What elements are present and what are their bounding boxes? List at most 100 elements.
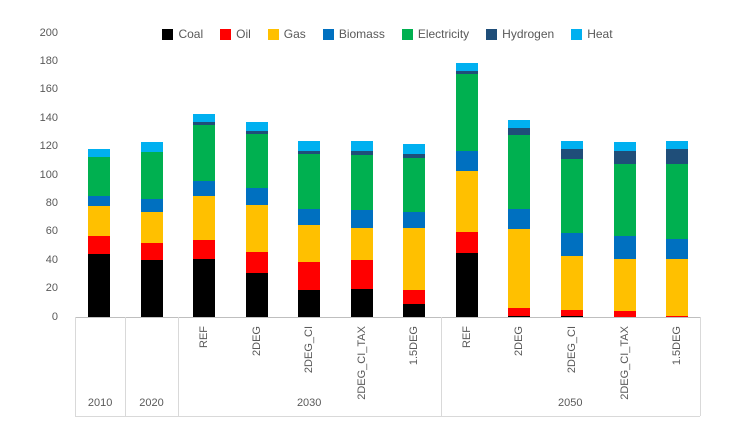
bar-segment-heat — [245, 122, 268, 131]
bar-segment-oil — [298, 261, 321, 290]
bar-2050-2deg_ci_tax — [613, 142, 636, 317]
bar-segment-biomass — [298, 209, 321, 225]
x-year-label-2050: 2050 — [558, 397, 583, 409]
y-tick-label: 0 — [51, 310, 58, 323]
bar-segment-electricity — [560, 159, 583, 234]
bar-segment-electricity — [298, 153, 321, 210]
bar-segment-biomass — [560, 233, 583, 256]
bar-segment-heat — [140, 142, 163, 153]
category-divider-line — [75, 317, 76, 416]
bar-segment-biomass — [88, 196, 110, 207]
bar-segment-heat — [350, 140, 373, 151]
bar-segment-coal — [455, 253, 478, 317]
x-year-label-2020: 2020 — [139, 397, 164, 409]
bar-segment-biomass — [508, 209, 531, 229]
bar-segment-hydrogen — [560, 149, 583, 160]
bar-segment-biomass — [403, 211, 426, 228]
bar-segment-gas — [666, 258, 689, 316]
bar-segment-coal — [403, 304, 426, 317]
legend-swatch-icon — [401, 28, 413, 40]
bar-2050-ref — [455, 62, 478, 317]
bar-segment-electricity — [613, 163, 636, 237]
legend-label: Gas — [283, 27, 306, 41]
bar-segment-gas — [350, 227, 373, 261]
bar-segment-electricity — [193, 125, 216, 181]
category-divider-line — [700, 317, 701, 416]
chart-legend: Coal Oil Gas Biomass Electricity Hydrogen Heat — [75, 27, 700, 41]
bar-2030-2deg_ci_tax — [350, 140, 373, 317]
y-tick-label: 200 — [39, 26, 58, 39]
bar-segment-electricity — [455, 74, 478, 151]
legend-label: Hydrogen — [502, 27, 555, 41]
bar-segment-heat — [403, 143, 426, 154]
bar-segment-hydrogen — [403, 153, 426, 158]
bar-2050-2deg — [508, 119, 531, 317]
y-tick-label: 20 — [45, 282, 58, 295]
bar-segment-oil — [245, 251, 268, 273]
legend-label: Electricity — [417, 27, 470, 41]
legend-label: Biomass — [338, 27, 385, 41]
legend-item-electricity: Electricity — [401, 27, 470, 41]
bar-segment-biomass — [140, 199, 163, 212]
bar-segment-heat — [455, 62, 478, 72]
bar-segment-oil — [193, 240, 216, 259]
bar-segment-biomass — [193, 180, 216, 197]
y-tick-label: 60 — [45, 225, 58, 238]
legend-label: Heat — [587, 27, 613, 41]
legend-swatch-icon — [322, 28, 334, 40]
y-tick-label: 180 — [39, 54, 58, 67]
bar-segment-gas — [193, 196, 216, 241]
bar-segment-hydrogen — [508, 128, 531, 136]
x-year-label-2010: 2010 — [87, 397, 113, 409]
category-divider-line — [125, 317, 127, 416]
bar-segment-coal — [560, 315, 583, 317]
bar-segment-gas — [455, 170, 478, 232]
bar-segment-hydrogen — [350, 150, 373, 156]
bar-segment-coal — [245, 272, 268, 317]
bar-segment-oil — [455, 231, 478, 254]
bar-segment-gas — [88, 206, 110, 237]
y-tick-label: 40 — [45, 253, 58, 266]
x-axis-line — [75, 317, 700, 318]
bar-segment-heat — [193, 113, 216, 123]
bar-segment-oil — [88, 236, 110, 255]
bar-2050-1.5deg — [666, 140, 689, 317]
bar-segment-electricity — [508, 135, 531, 210]
category-divider-line — [177, 317, 179, 416]
bar-segment-oil — [666, 315, 689, 317]
legend-label: Oil — [236, 27, 251, 41]
bar-segment-coal — [193, 258, 216, 317]
bar-segment-oil — [350, 260, 373, 289]
bar-segment-biomass — [245, 187, 268, 205]
bar-segment-heat — [560, 140, 583, 150]
bar-segment-electricity — [88, 156, 110, 197]
legend-swatch-icon — [162, 28, 174, 40]
legend-swatch-icon — [571, 28, 583, 40]
legend-swatch-icon — [220, 28, 232, 40]
legend-item-biomass: Biomass — [322, 27, 385, 41]
bar-segment-oil — [613, 311, 636, 317]
bar-segment-electricity — [403, 157, 426, 212]
bar-segment-heat — [666, 140, 689, 150]
y-tick-label: 140 — [39, 111, 58, 124]
bar-segment-hydrogen — [666, 149, 689, 164]
bar-segment-gas — [613, 258, 636, 312]
y-tick-label: 160 — [39, 83, 58, 96]
bar-segment-oil — [403, 289, 426, 305]
bar-segment-heat — [298, 140, 321, 151]
bar-segment-hydrogen — [193, 122, 216, 126]
legend-item-hydrogen: Hydrogen — [486, 27, 554, 41]
bar-segment-gas — [140, 211, 163, 244]
bar-segment-hydrogen — [613, 150, 636, 164]
category-divider-line — [440, 317, 442, 416]
bar-2010 — [88, 149, 110, 317]
bar-segment-coal — [140, 260, 163, 317]
bar-segment-biomass — [350, 210, 373, 228]
bar-segment-gas — [245, 204, 268, 252]
bar-segment-biomass — [613, 236, 636, 259]
bar-segment-coal — [350, 288, 373, 317]
bar-segment-oil — [140, 243, 163, 261]
bar-segment-biomass — [666, 238, 689, 259]
bar-segment-gas — [560, 255, 583, 310]
